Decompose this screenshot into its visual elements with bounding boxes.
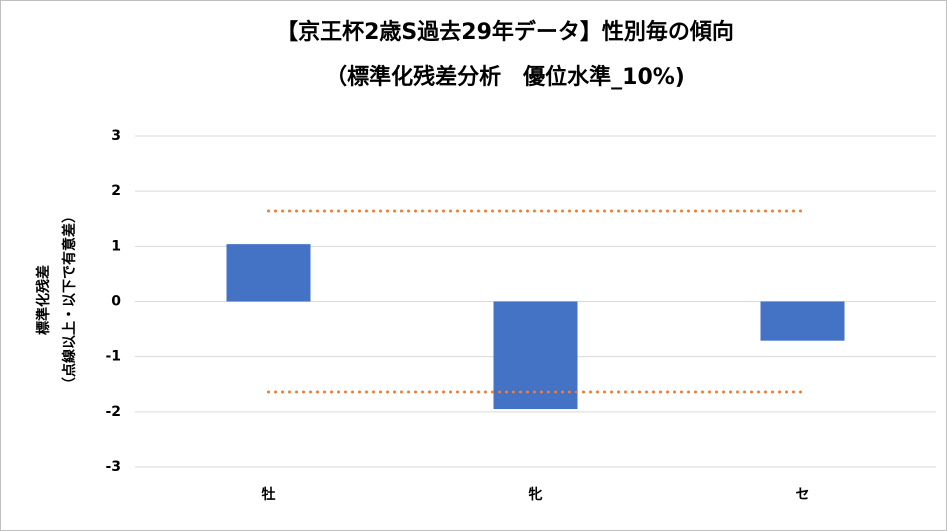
chart-title: 【京王杯2歳S過去29年データ】性別毎の傾向 bbox=[276, 19, 734, 45]
y-tick-label: 3 bbox=[111, 128, 121, 144]
x-tick-label: 牝 bbox=[529, 486, 543, 503]
x-tick-label: 牡 bbox=[262, 486, 276, 503]
bar bbox=[226, 244, 311, 302]
y-tick-label: -1 bbox=[105, 349, 121, 365]
y-axis-label-line: 標準化残差 bbox=[35, 265, 52, 335]
y-axis-label: 標準化残差 （点線以上・以下で有意差） bbox=[35, 209, 78, 391]
x-tick-label: セ bbox=[796, 487, 810, 503]
chart-subtitle: （標準化残差分析 優位水準_10%) bbox=[325, 64, 685, 90]
y-tick-label: -3 bbox=[105, 459, 121, 475]
y-tick-label: -2 bbox=[105, 404, 121, 420]
bar bbox=[760, 301, 845, 341]
y-axis-label-line: （点線以上・以下で有意差） bbox=[61, 209, 78, 391]
y-tick-label: 1 bbox=[111, 238, 121, 254]
y-tick-label: 2 bbox=[111, 183, 121, 199]
y-tick-label: 0 bbox=[111, 294, 121, 310]
